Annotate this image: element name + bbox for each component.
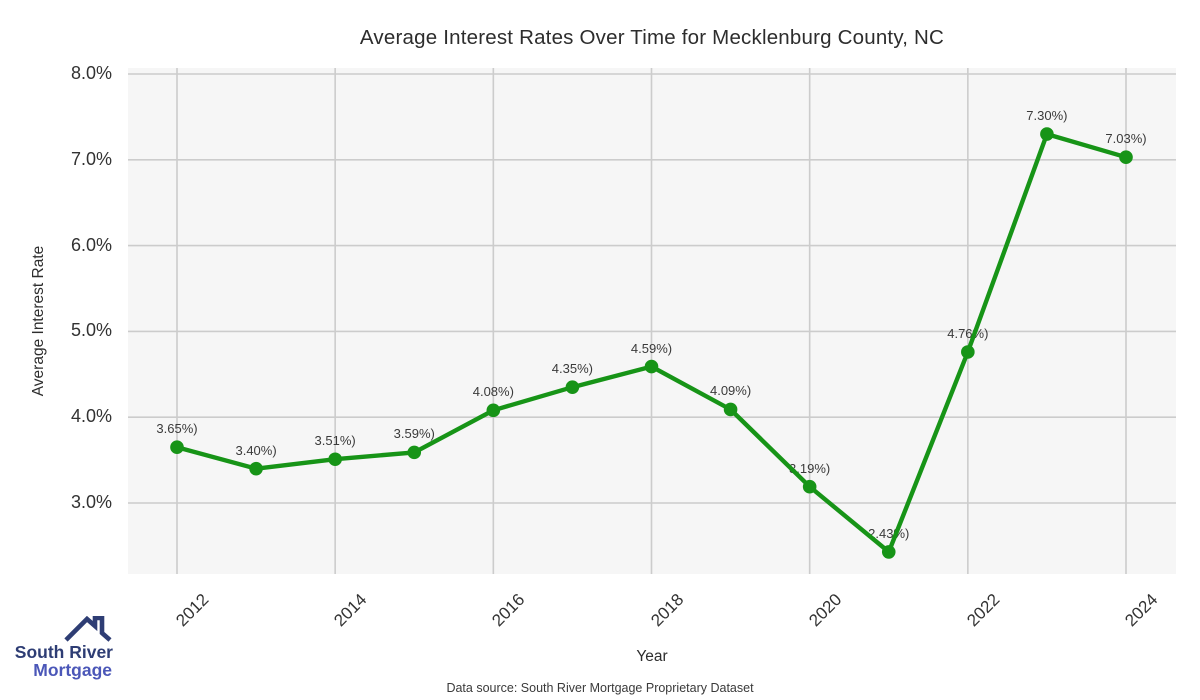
logo-text-mortgage: Mortgage xyxy=(33,660,112,680)
data-point xyxy=(1119,150,1133,165)
data-point xyxy=(170,440,184,455)
data-point xyxy=(249,461,263,476)
data-point xyxy=(1040,127,1054,141)
chart-title: Average Interest Rates Over Time for Mec… xyxy=(359,26,945,49)
data-point xyxy=(961,345,975,359)
data-point xyxy=(644,359,659,374)
data-point xyxy=(723,402,738,417)
data-point xyxy=(802,479,817,494)
logo: South River Mortgage xyxy=(14,616,113,680)
x-axis-title: Year xyxy=(636,648,668,665)
data-point xyxy=(486,403,501,418)
data-point xyxy=(565,380,580,394)
data-point xyxy=(881,545,896,559)
data-source-caption: Data source: South River Mortgage Propri… xyxy=(446,681,754,695)
house-roof-icon xyxy=(64,616,112,642)
data-point xyxy=(407,445,422,460)
interest-rate-line xyxy=(174,131,1129,555)
logo-text-south-river: South River xyxy=(14,642,113,662)
data-point xyxy=(328,452,342,467)
